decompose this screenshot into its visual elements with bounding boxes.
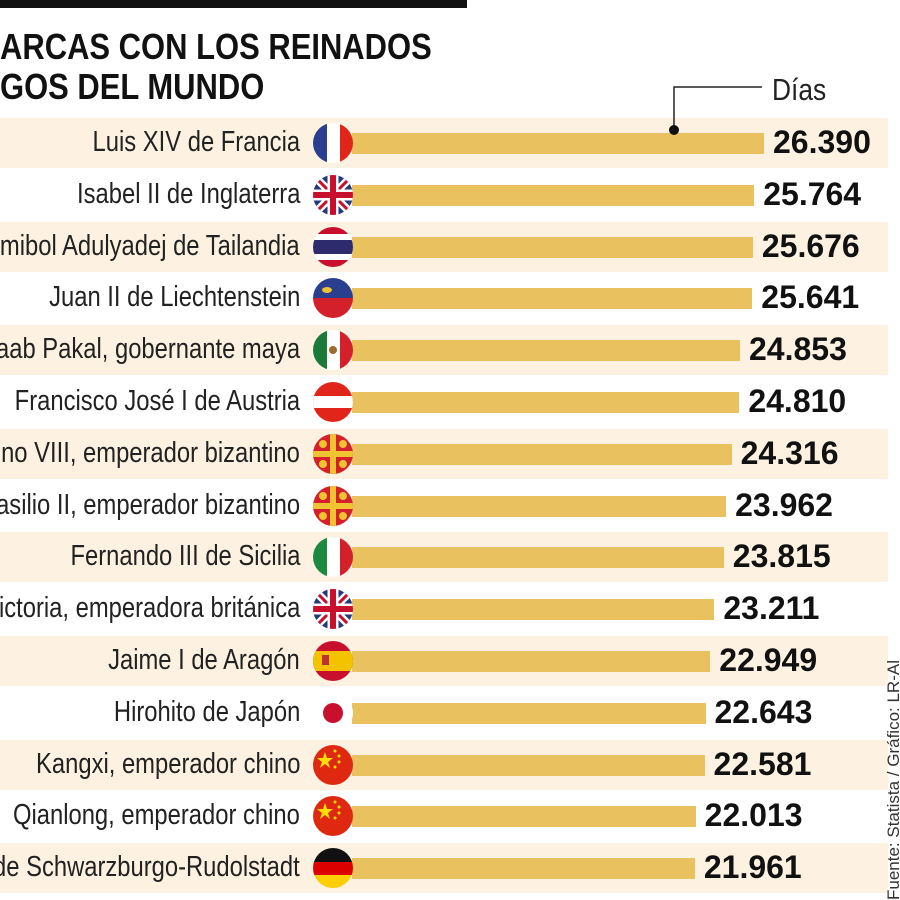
category-label: Luis XIV de Francia — [92, 126, 300, 158]
bar-row: Isabel II de Inglaterra 25.764 — [0, 170, 888, 220]
value-label: 23.211 — [723, 590, 820, 627]
value-label: 22.643 — [714, 693, 813, 730]
bar — [352, 184, 755, 206]
byzantine-flag-icon — [313, 433, 353, 474]
value-label: 22.949 — [719, 642, 818, 678]
value-label: 22.013 — [704, 797, 803, 834]
bar-row: Hirohito de Japón 22.643 — [0, 688, 888, 738]
unit-callout-line — [669, 86, 762, 135]
category-label: Jaime I de Aragón — [108, 644, 300, 676]
bar — [352, 392, 740, 413]
bar — [352, 858, 695, 880]
bar — [352, 288, 753, 310]
category-label: Victoria, emperadora británica — [0, 592, 300, 625]
japan-flag-icon — [313, 692, 353, 733]
bar-row: Fernando III de Sicilia 23.815 — [0, 532, 888, 583]
bar — [352, 443, 732, 465]
bar — [352, 599, 715, 621]
bar-row: Victoria, emperadora británica 23.211 — [0, 584, 888, 634]
bar-row: Kangxi, emperador chino 22.581 — [0, 739, 888, 790]
bar-row: Francisco José I de Austria 24.810 — [0, 377, 888, 427]
bar — [352, 806, 696, 828]
mexico-flag-icon — [313, 330, 353, 371]
bar-row: Luis XIV de Francia 26.390 — [0, 118, 888, 168]
category-label: Fernando III de Sicilia — [70, 540, 300, 573]
chart-title-line-2: GOS DEL MUNDO — [0, 66, 265, 107]
china-flag-icon — [313, 744, 353, 785]
uk-flag-icon — [313, 589, 353, 630]
thailand-flag-icon — [313, 226, 353, 267]
spain-flag-icon — [313, 641, 353, 681]
bar — [352, 754, 705, 776]
bar-row: Basilio II, emperador bizantino 23.962 — [0, 481, 888, 531]
bar — [352, 651, 711, 672]
category-label: umibol Adulyadej de Tailandia — [0, 229, 300, 262]
category-label: Francisco José I de Austria — [14, 385, 300, 417]
austria-flag-icon — [313, 382, 353, 422]
category-label: Basilio II, emperador bizantino — [0, 488, 300, 521]
bar — [352, 133, 764, 154]
germany-flag-icon — [313, 848, 353, 889]
category-label: Isabel II de Inglaterra — [76, 177, 300, 210]
bar-row: anaab Pakal, gobernante maya 24.853 — [0, 325, 888, 376]
value-label: 21.961 — [703, 849, 802, 886]
byzantine-flag-icon — [313, 485, 353, 526]
bar — [352, 547, 724, 569]
source-note: Fuente: Statista / Gráfico: LR-Al — [884, 660, 900, 900]
category-label: tino VIII, emperador bizantino — [0, 436, 300, 469]
bar-row: Qianlong, emperador chino 22.013 — [0, 791, 888, 841]
value-label: 25.764 — [763, 175, 862, 212]
bar-row: Juan II de Liechtenstein 25.641 — [0, 273, 888, 323]
bar-row: tino VIII, emperador bizantino 24.316 — [0, 428, 888, 479]
liechtenstein-flag-icon — [313, 278, 353, 319]
value-label: 26.390 — [773, 124, 871, 160]
category-label: Qianlong, emperador chino — [13, 799, 300, 832]
bar-row: r de Schwarzburgo-Rudolstadt 21.961 — [0, 843, 888, 894]
category-label: r de Schwarzburgo-Rudolstadt — [0, 851, 300, 884]
bar — [352, 340, 740, 362]
bar-row: umibol Adulyadej de Tailandia 25.676 — [0, 221, 888, 272]
category-label: anaab Pakal, gobernante maya — [0, 333, 300, 366]
value-label: 24.853 — [749, 331, 847, 368]
bar — [352, 495, 727, 517]
france-flag-icon — [313, 123, 353, 163]
title-rule — [0, 0, 467, 8]
bar — [352, 236, 753, 258]
value-label: 25.641 — [761, 279, 860, 316]
value-label: 24.316 — [740, 434, 839, 471]
unit-label: Días — [772, 72, 827, 107]
bar-row: Jaime I de Aragón 22.949 — [0, 636, 888, 686]
category-label: Kangxi, emperador chino — [35, 747, 300, 780]
uk-flag-icon — [313, 174, 353, 215]
category-label: Hirohito de Japón — [113, 695, 300, 728]
value-label: 25.676 — [761, 227, 860, 264]
category-label: Juan II de Liechtenstein — [48, 281, 300, 314]
bar — [352, 702, 706, 724]
value-label: 24.810 — [748, 383, 847, 419]
chart-title-line-1: ARCAS CON LOS REINADOS — [0, 26, 432, 67]
value-label: 22.581 — [713, 745, 812, 782]
value-label: 23.962 — [735, 486, 833, 523]
value-label: 23.815 — [732, 538, 831, 575]
china-flag-icon — [313, 796, 353, 837]
italy-flag-icon — [313, 537, 353, 578]
